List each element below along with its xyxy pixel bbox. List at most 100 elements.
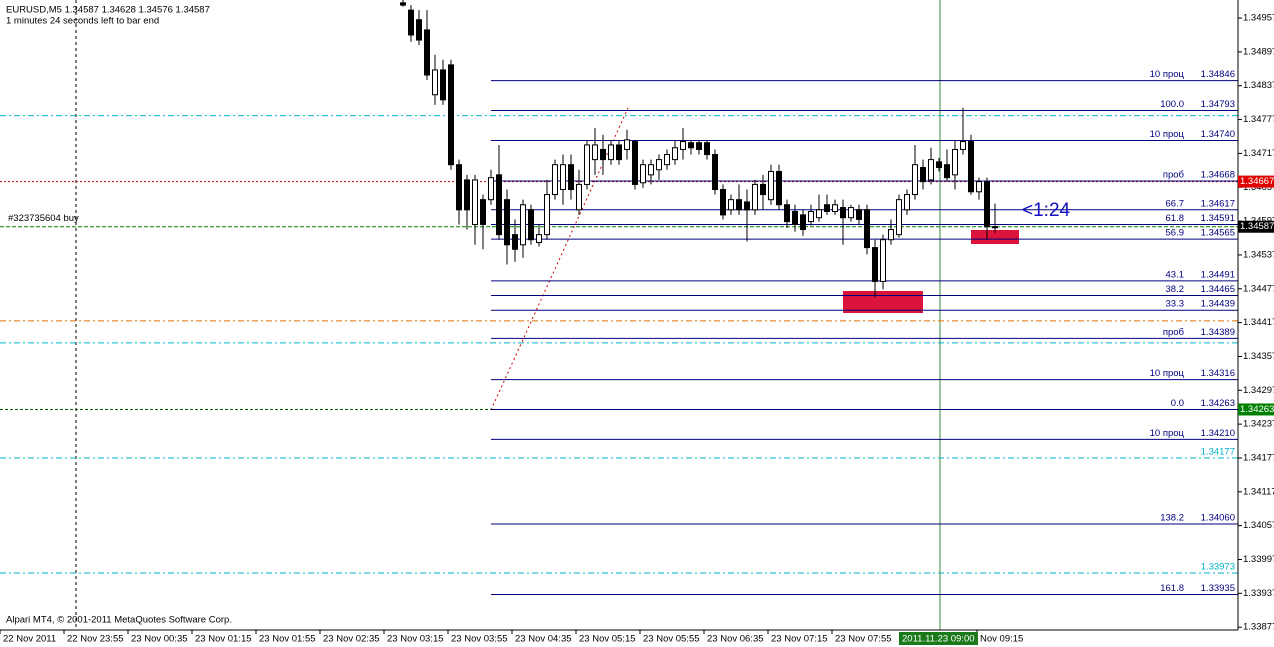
x-tick-label: 22 Nov 2011 xyxy=(3,634,56,645)
level-price: 1.33935 xyxy=(1201,583,1235,594)
candle-body xyxy=(928,159,934,181)
price-tag-label: 1.34587 xyxy=(1240,221,1274,232)
level-price: 1.34591 xyxy=(1201,213,1235,224)
candle-body xyxy=(504,199,510,246)
x-tick-label: 22 Nov 23:55 xyxy=(67,634,124,645)
y-tick-label: 1.34957 xyxy=(1243,13,1274,24)
candle-body xyxy=(440,69,446,101)
level-label: 56.9 xyxy=(1166,228,1185,239)
candle-body xyxy=(848,207,854,219)
x-tick-label: 23 Nov 01:55 xyxy=(259,634,316,645)
candle-body xyxy=(424,29,430,76)
candle-body xyxy=(736,199,742,211)
line-price: 1.33973 xyxy=(1201,562,1235,573)
y-tick-label: 1.34717 xyxy=(1243,148,1274,159)
candle-body xyxy=(704,142,710,156)
candle-body xyxy=(536,234,542,244)
cursor-label-box xyxy=(899,632,978,645)
x-tick-label: 23 Nov 07:15 xyxy=(771,634,828,645)
candle-body xyxy=(520,204,526,246)
candle-body xyxy=(984,181,990,228)
candle-body xyxy=(872,247,878,282)
level-label: 10 проц xyxy=(1150,129,1185,140)
candle-body xyxy=(784,204,790,223)
candle-body xyxy=(960,141,966,150)
candle-body xyxy=(912,164,918,196)
candle-body xyxy=(880,239,886,282)
y-tick-label: 1.33937 xyxy=(1243,588,1274,599)
level-label: 138.2 xyxy=(1160,512,1184,523)
x-tick-label: 23 Nov 00:35 xyxy=(131,634,188,645)
candle-body xyxy=(952,148,958,176)
candle-body xyxy=(632,141,638,185)
candle-body xyxy=(648,164,654,176)
y-tick-label: 1.34897 xyxy=(1243,46,1274,57)
zone xyxy=(843,291,923,313)
candle-body xyxy=(592,144,598,161)
x-tick-label: 23 Nov 04:35 xyxy=(515,634,572,645)
line-price: 1.34177 xyxy=(1201,446,1235,457)
level-price: 1.34316 xyxy=(1201,368,1235,379)
candle-body xyxy=(944,164,950,179)
candle-body xyxy=(768,170,774,201)
candle-body xyxy=(544,194,550,236)
level-label: 38.2 xyxy=(1166,284,1185,295)
y-tick-label: 1.34117 xyxy=(1243,486,1274,497)
chart-title: EURUSD,M5 1.34587 1.34628 1.34576 1.3458… xyxy=(6,5,210,16)
level-label: проб xyxy=(1163,327,1185,338)
level-price: 1.34210 xyxy=(1201,428,1235,439)
candle-body xyxy=(752,183,758,211)
candle-body xyxy=(680,141,686,150)
level-price: 1.34491 xyxy=(1201,269,1235,280)
candle-body xyxy=(408,9,414,36)
order-label: #323735604 buy xyxy=(8,213,79,224)
candle-body xyxy=(568,164,574,191)
candle-body xyxy=(416,19,422,41)
x-tick-label: Nov 09:15 xyxy=(980,634,1023,645)
candle-body xyxy=(920,167,926,183)
level-price: 1.34263 xyxy=(1201,398,1235,409)
candle-body xyxy=(792,211,798,225)
level-label: 161.8 xyxy=(1160,583,1184,594)
y-tick-label: 1.33997 xyxy=(1243,554,1274,565)
x-tick-label: 23 Nov 01:15 xyxy=(195,634,252,645)
candle-body xyxy=(528,209,534,241)
candle-body xyxy=(744,201,750,211)
level-price: 1.34668 xyxy=(1201,170,1235,181)
level-label: 33.3 xyxy=(1166,299,1185,310)
candle-body xyxy=(448,64,454,166)
candle-body xyxy=(816,209,822,219)
candle-body xyxy=(856,209,862,220)
y-tick-label: 1.34297 xyxy=(1243,385,1274,396)
candle-body xyxy=(672,147,678,161)
level-label: 10 проц xyxy=(1150,69,1185,80)
y-tick-label: 1.34417 xyxy=(1243,317,1274,328)
annotation: <1:24 xyxy=(1022,200,1071,221)
x-tick-label: 23 Nov 02:35 xyxy=(323,634,380,645)
y-tick-label: 1.34837 xyxy=(1243,80,1274,91)
y-tick-label: 1.34477 xyxy=(1243,283,1274,294)
level-price: 1.34465 xyxy=(1201,284,1235,295)
level-label: 0.0 xyxy=(1171,398,1184,409)
y-tick-label: 1.34357 xyxy=(1243,351,1274,362)
y-tick-label: 1.33877 xyxy=(1243,622,1274,633)
candle-body xyxy=(896,199,902,236)
candle-body xyxy=(992,226,998,229)
candle-body xyxy=(936,161,942,169)
level-label: 61.8 xyxy=(1166,213,1185,224)
price-tag xyxy=(1238,175,1274,188)
x-tick-label: 23 Nov 05:15 xyxy=(579,634,636,645)
candle-body xyxy=(608,144,614,161)
candle-body xyxy=(552,164,558,196)
y-tick-label: 1.34777 xyxy=(1243,114,1274,125)
candle-body xyxy=(696,142,702,150)
footer: Alpari MT4, © 2001-2011 MetaQuotes Softw… xyxy=(6,615,232,626)
level-label: проб xyxy=(1163,170,1185,181)
y-tick-label: 1.34537 xyxy=(1243,249,1274,260)
candle-body xyxy=(968,141,974,193)
candle-body xyxy=(456,164,462,211)
x-tick-label: 23 Nov 07:55 xyxy=(835,634,892,645)
level-price: 1.34439 xyxy=(1201,299,1235,310)
y-tick-label: 1.34057 xyxy=(1243,520,1274,531)
